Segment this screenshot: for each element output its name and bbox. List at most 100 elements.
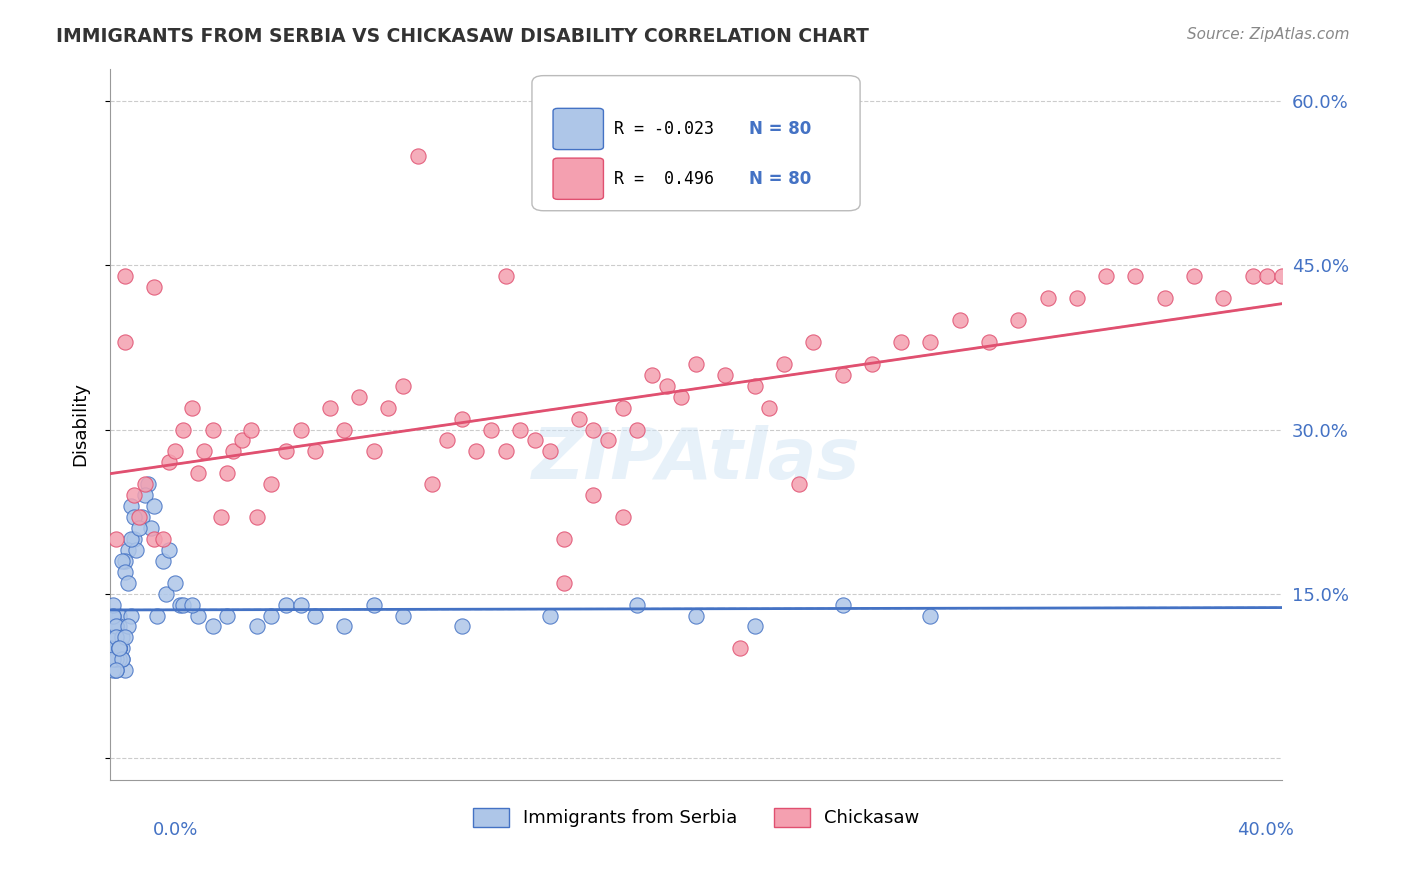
Text: N = 80: N = 80 [749, 169, 811, 187]
Point [1182, 269, 1205, 284]
Point [347, 390, 370, 404]
Point [201, 423, 224, 437]
Point [406, 149, 429, 163]
Point [787, 477, 810, 491]
Point [187, 608, 209, 623]
Point [172, 598, 194, 612]
Point [274, 598, 297, 612]
Point [553, 575, 575, 590]
Point [655, 378, 678, 392]
Point [101, 652, 124, 666]
Point [104, 652, 127, 666]
Point [1256, 269, 1278, 284]
Point [479, 423, 502, 437]
Point [714, 368, 737, 382]
Point [101, 608, 124, 623]
Point [157, 455, 180, 469]
Point [101, 652, 124, 666]
Point [98, 631, 121, 645]
Text: ZIPAtlas: ZIPAtlas [531, 425, 860, 494]
Point [758, 401, 780, 415]
Point [377, 401, 399, 415]
Point [523, 434, 546, 448]
Point [773, 357, 796, 371]
Point [222, 444, 245, 458]
Point [122, 510, 145, 524]
Point [333, 619, 356, 633]
Point [239, 423, 262, 437]
Point [1271, 269, 1294, 284]
Point [217, 467, 239, 481]
Point [319, 401, 342, 415]
Point [612, 510, 634, 524]
Point [181, 598, 204, 612]
Point [260, 477, 283, 491]
Point [117, 542, 139, 557]
Point [143, 280, 166, 294]
Point [890, 334, 912, 349]
Point [538, 444, 561, 458]
Point [131, 510, 153, 524]
Point [568, 411, 591, 425]
Point [169, 598, 191, 612]
Point [108, 641, 131, 656]
Point [201, 619, 224, 633]
Point [450, 411, 472, 425]
Point [977, 334, 1000, 349]
Point [1066, 291, 1088, 305]
Point [860, 357, 883, 371]
Point [1212, 291, 1234, 305]
Text: IMMIGRANTS FROM SERBIA VS CHICKASAW DISABILITY CORRELATION CHART: IMMIGRANTS FROM SERBIA VS CHICKASAW DISA… [56, 27, 869, 45]
Point [553, 532, 575, 546]
Point [920, 608, 942, 623]
Point [117, 575, 139, 590]
Point [217, 608, 239, 623]
Point [120, 608, 142, 623]
Point [626, 423, 648, 437]
Point [728, 641, 751, 656]
Point [98, 631, 121, 645]
Point [163, 575, 186, 590]
FancyBboxPatch shape [531, 76, 860, 211]
Point [108, 641, 131, 656]
Point [128, 510, 150, 524]
Point [744, 619, 766, 633]
Point [108, 641, 131, 656]
Point [744, 378, 766, 392]
Point [101, 641, 124, 656]
Point [120, 532, 142, 546]
Point [1095, 269, 1118, 284]
Point [122, 532, 145, 546]
Point [598, 434, 620, 448]
Point [290, 598, 312, 612]
Point [101, 598, 124, 612]
Point [101, 608, 124, 623]
Point [260, 608, 283, 623]
Point [181, 401, 204, 415]
Point [465, 444, 488, 458]
Point [104, 619, 127, 633]
Point [582, 488, 605, 502]
Point [108, 619, 131, 633]
Point [1007, 313, 1029, 327]
Point [274, 444, 297, 458]
Point [422, 477, 444, 491]
Point [108, 608, 131, 623]
Point [104, 532, 127, 546]
Point [612, 401, 634, 415]
Point [134, 477, 156, 491]
Point [122, 488, 145, 502]
Point [187, 467, 209, 481]
Point [152, 554, 174, 568]
Point [538, 608, 561, 623]
Point [108, 641, 131, 656]
Text: N = 80: N = 80 [749, 120, 811, 138]
Point [104, 641, 127, 656]
Text: 0.0%: 0.0% [153, 821, 198, 838]
Point [245, 619, 267, 633]
Point [104, 663, 127, 677]
Point [104, 619, 127, 633]
Text: R =  0.496: R = 0.496 [614, 169, 714, 187]
Point [626, 598, 648, 612]
Point [104, 652, 127, 666]
